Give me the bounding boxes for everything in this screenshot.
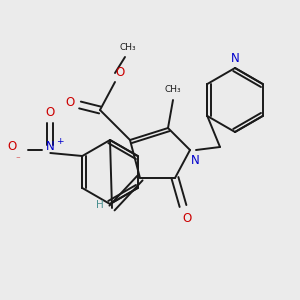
- Text: ⁻: ⁻: [15, 155, 20, 164]
- Text: N: N: [46, 140, 55, 154]
- Text: O: O: [65, 95, 75, 109]
- Text: O: O: [116, 67, 124, 80]
- Text: CH₃: CH₃: [120, 43, 136, 52]
- Text: O: O: [46, 106, 55, 119]
- Text: CH₃: CH₃: [165, 85, 181, 94]
- Text: N: N: [190, 154, 200, 166]
- Text: O: O: [8, 140, 17, 154]
- Text: H: H: [96, 200, 104, 210]
- Text: O: O: [182, 212, 192, 226]
- Text: N: N: [231, 52, 239, 64]
- Text: +: +: [56, 136, 64, 146]
